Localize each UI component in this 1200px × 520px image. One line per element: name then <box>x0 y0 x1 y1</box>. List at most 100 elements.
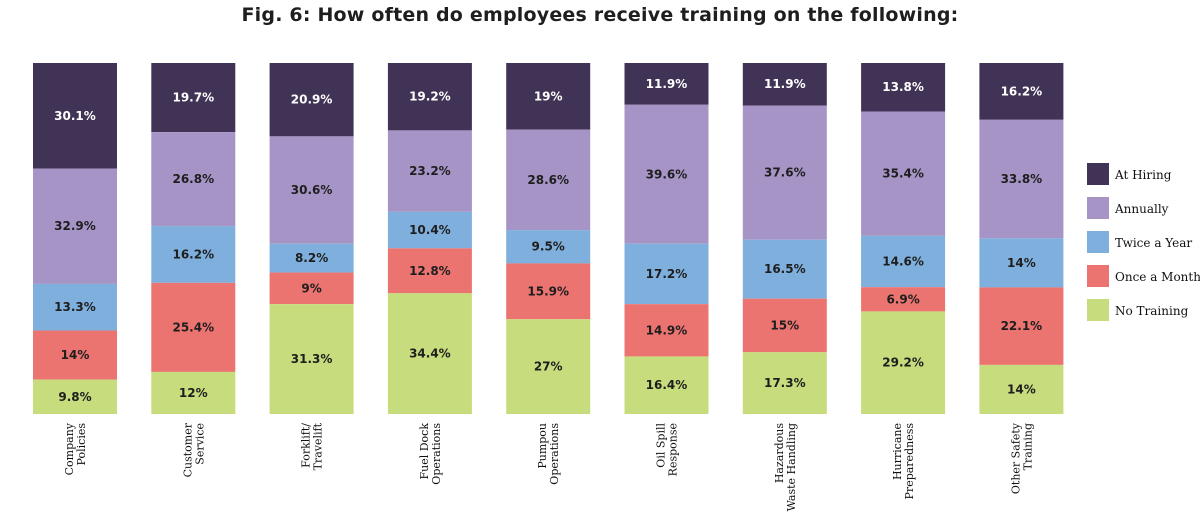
data-label: 14% <box>1007 382 1036 396</box>
bar-segment-annually <box>151 132 236 227</box>
legend-swatch <box>1087 163 1109 185</box>
data-label: 17.3% <box>764 376 806 390</box>
data-label: 19% <box>534 89 563 103</box>
category-label: Forklift/Travelift <box>300 422 325 470</box>
bar-segment-at-hiring <box>624 63 709 105</box>
bar-segment-once-a-month <box>506 263 591 320</box>
category-label-line: Travelift <box>312 422 325 470</box>
data-label: 9.8% <box>58 390 91 404</box>
category-label-line: Operations <box>548 423 561 485</box>
data-label: 16.2% <box>172 247 214 261</box>
category-label-line: Pumpou <box>536 423 549 469</box>
category-label: Customer Service <box>181 422 206 477</box>
category-label-line: Customer <box>181 422 194 477</box>
category-label: Oil Spill Response <box>655 423 680 477</box>
data-label: 35.4% <box>882 167 924 181</box>
bar-segment-twice-a-year <box>624 243 709 305</box>
data-label: 13.8% <box>882 80 924 94</box>
bar-segment-twice-a-year <box>387 211 472 249</box>
bar-segment-once-a-month <box>387 248 472 294</box>
category-label: Fuel Dock Operations <box>418 423 443 485</box>
category-label-line: Fuel Dock <box>418 423 431 480</box>
category-label-line: Hazardous <box>773 423 786 484</box>
data-label: 20.9% <box>291 93 333 107</box>
data-label: 32.9% <box>54 219 96 233</box>
category-label-line: Policies <box>75 423 88 466</box>
data-label: 37.6% <box>764 166 806 180</box>
bar-segment-annually <box>742 105 827 240</box>
data-label: 23.2% <box>409 164 451 178</box>
data-label: 15% <box>770 318 799 332</box>
category-label-line: Other Safety <box>1009 422 1022 494</box>
bar-segment-annually <box>861 111 946 236</box>
legend-swatch <box>1087 265 1109 287</box>
bar-segment-once-a-month <box>269 272 354 305</box>
data-label: 13.3% <box>54 300 96 314</box>
bar-segment-once-a-month <box>861 287 946 312</box>
bar-segment-annually <box>269 136 354 244</box>
bar-segment-twice-a-year <box>506 230 591 264</box>
category-label-line: Training <box>1021 423 1034 470</box>
category-label-line: Oil Spill <box>655 423 668 468</box>
legend-label: At Hiring <box>1114 168 1172 182</box>
bar-segment-once-a-month <box>742 298 827 353</box>
data-label: 14.9% <box>646 323 688 337</box>
bar-segment-twice-a-year <box>33 283 117 331</box>
data-label: 8.2% <box>295 251 328 265</box>
bar-segment-at-hiring <box>269 63 354 137</box>
data-label: 19.7% <box>172 91 214 105</box>
legend-swatch <box>1087 197 1109 219</box>
data-label: 31.3% <box>291 352 333 366</box>
data-label: 30.6% <box>291 183 333 197</box>
data-label: 9.5% <box>532 240 565 254</box>
data-label: 11.9% <box>646 77 688 91</box>
bar-segment-once-a-month <box>33 330 117 380</box>
data-label: 16.4% <box>646 378 688 392</box>
bar-segment-once-a-month <box>624 304 709 357</box>
bar-segment-annually <box>506 129 591 231</box>
category-label-line: Service <box>193 423 206 465</box>
data-label: 9% <box>301 281 321 295</box>
category-label-line: Hurricane <box>891 423 904 480</box>
category-label-line: Company <box>63 422 76 475</box>
bar-segment-no-training <box>387 293 472 414</box>
legend-label: Annually <box>1114 202 1169 216</box>
bar-segment-at-hiring <box>33 63 117 169</box>
data-label: 28.6% <box>527 173 569 187</box>
bar-segment-once-a-month <box>979 287 1064 365</box>
data-label: 33.8% <box>1001 172 1043 186</box>
legend-swatch <box>1087 231 1109 253</box>
category-label: Hazardous Waste Handling <box>773 423 798 512</box>
bar-segment-no-training <box>151 371 236 414</box>
data-label: 25.4% <box>172 320 214 334</box>
data-label: 26.8% <box>172 172 214 186</box>
chart-title: Fig. 6: How often do employees receive t… <box>241 4 959 26</box>
data-label: 10.4% <box>409 223 451 237</box>
bar-segment-no-training <box>861 311 946 414</box>
legend-label: No Training <box>1115 304 1189 318</box>
category-label: Pumpou Operations <box>536 423 561 485</box>
bar-segment-at-hiring <box>861 63 946 112</box>
legend-swatch <box>1087 299 1109 321</box>
data-label: 15.9% <box>527 284 569 298</box>
category-label-line: Response <box>667 423 680 476</box>
category-label-line: Preparedness <box>903 423 916 500</box>
data-label: 14% <box>1007 256 1036 270</box>
category-label: Hurricane Preparedness <box>891 423 916 500</box>
data-label: 12% <box>179 386 208 400</box>
bar-segment-annually <box>33 168 117 284</box>
data-label: 27% <box>534 360 563 374</box>
bar-segment-annually <box>387 130 472 212</box>
bar-segment-twice-a-year <box>861 235 946 288</box>
bar-segment-at-hiring <box>151 63 236 133</box>
bar-segment-annually <box>624 104 709 244</box>
legend-label: Once a Month <box>1115 270 1200 284</box>
category-label-line: Waste Handling <box>785 423 798 511</box>
data-label: 30.1% <box>54 109 96 123</box>
bar-segment-no-training <box>269 304 354 414</box>
data-label: 14.6% <box>882 255 924 269</box>
legend-label: Twice a Year <box>1115 236 1192 250</box>
bar-segment-at-hiring <box>506 63 591 130</box>
bar-segment-twice-a-year <box>269 243 354 273</box>
